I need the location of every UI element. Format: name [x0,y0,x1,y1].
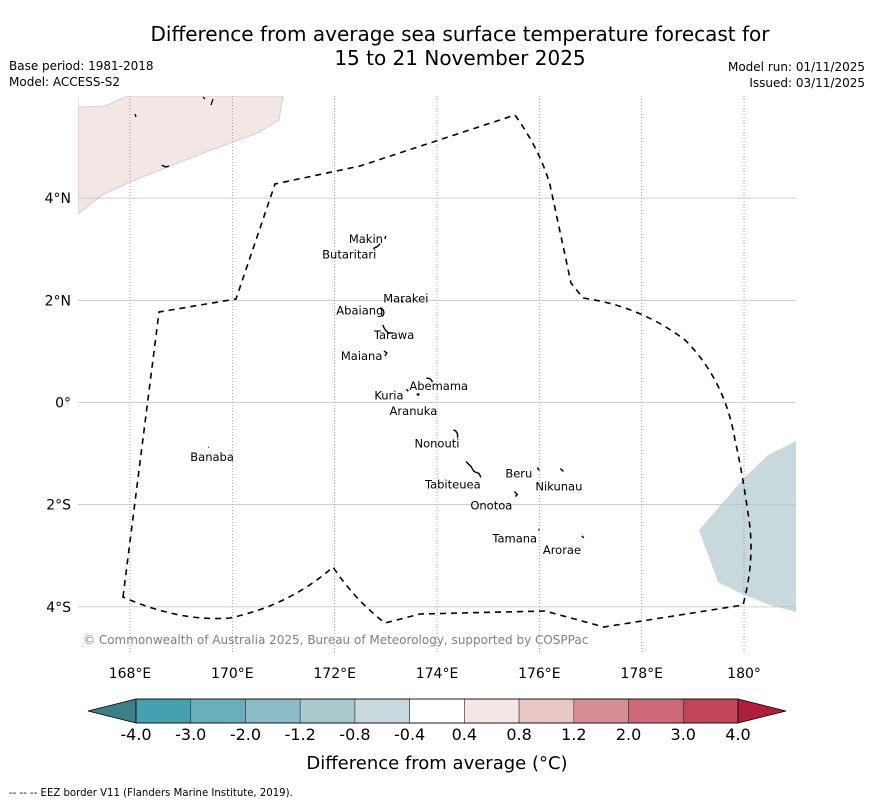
colorbar-segment [135,698,192,724]
colorbar-segment [354,698,410,724]
model-run: Model run: 01/11/2025 [727,60,865,74]
colorbar-segment [682,698,739,724]
island-tamana-shape [537,528,540,531]
island-beru-shape [536,467,540,471]
cool-anomaly-region [699,441,796,612]
colorbar-tick-label: 0.8 [506,725,531,744]
island-onotoa-shape [513,491,519,497]
island-butaritari-shape [372,243,381,250]
colorbar-title: Difference from average (°C) [306,753,567,774]
island-nonouti-shape [453,429,459,438]
colorbar-over-arrow [737,698,787,724]
colorbar-tick-label: 0.4 [452,725,477,744]
lon-tick-label: 172°E [313,666,356,682]
colorbar-under-arrow [87,698,137,724]
island-kuria-shape [405,388,409,392]
island-label-onotoa: Onotoa [470,499,512,513]
warm-anomaly-region [78,96,284,215]
colorbar-segment [190,698,246,724]
island-arorae-shape [581,535,585,539]
island-label-aranuka: Aranuka [390,404,438,418]
colorbar-outline [135,698,739,724]
lat-tick-label: 4°N [45,191,71,207]
island-label-marakei: Marakei [383,291,428,305]
island-label-nikunau: Nikunau [535,479,582,493]
lon-tick-label: 176°E [518,666,561,682]
lat-tick-label: 2°N [45,293,71,309]
lat-tick-label: 4°S [46,600,71,616]
page-title: Difference from average sea surface temp… [0,22,873,70]
colorbar-tick-label: -0.4 [394,725,425,744]
eez-footnote: -- -- -- EEZ border V11 (Flanders Marine… [9,786,293,799]
lon-tick-label: 168°E [109,666,152,682]
colorbar-segment [299,698,356,724]
colorbar-segment [573,698,629,724]
colorbar-tick-label: 3.0 [671,725,696,744]
lat-tick-label: 2°S [46,498,71,514]
lat-tick-label: 0° [55,396,71,412]
colorbar: -4.0 -3.0 -2.0 -1.2 -0.8 -0.4 0.4 0.8 1.2 2.0 3.0 4… [87,698,787,744]
colorbar-tick-label: 2.0 [616,725,641,744]
axis-ticks: 168°E 170°E 172°E 174°E 176°E 178°E 180° 4°N 2°N… [45,191,761,682]
island-label-tamana: Tamana [491,531,537,545]
colorbar-tick-label: -2.0 [230,725,261,744]
title-line-1: Difference from average sea surface temp… [150,22,770,46]
model-name: Model: ACCESS-S2 [9,75,121,89]
gridlines [78,96,796,652]
island-label-arorae: Arorae [543,543,581,557]
colorbar-tick-label: -0.8 [339,725,370,744]
island-makin-shape [384,235,387,240]
island-label-makin: Makin [349,232,383,246]
island-marakei-shape [400,299,404,303]
colorbar-tick-label: -3.0 [175,725,206,744]
colorbar-segment [245,698,301,724]
island-label-maiana: Maiana [341,349,383,363]
colorbar-segment [628,698,684,724]
colorbar-tick-label: 1.2 [561,725,586,744]
base-period: Base period: 1981-2018 [9,59,154,73]
island-label-tarawa: Tarawa [373,328,414,342]
island-label-tabiteuea: Tabiteuea [424,477,481,491]
meta-right: Model run: 01/11/2025 Issued: 03/11/2025 [728,59,865,91]
island-maiana-shape [383,350,388,357]
island-abaiang-shape [379,306,385,317]
island-label-banaba: Banaba [190,450,234,464]
island-nikunau-shape [559,467,564,472]
island-label-abemama: Abemama [409,379,468,393]
island-tarawa-shape [382,324,393,334]
colorbar-segment [518,698,575,724]
lon-tick-label: 170°E [211,666,254,682]
island-label-butaritari: Butaritari [322,248,376,262]
lon-tick-label: 180° [727,666,761,682]
lon-tick-label: 174°E [416,666,459,682]
island-label-abaiang: Abaiang [336,304,383,318]
island-label-nonouti: Nonouti [414,437,459,451]
colorbar-segment [464,698,520,724]
meta-left: Base period: 1981-2018 Model: ACCESS-S2 [9,58,154,90]
lon-tick-label: 178°E [620,666,663,682]
title-line-2: 15 to 21 November 2025 [334,46,586,70]
eez-border [122,114,752,628]
island-label-beru: Beru [505,466,532,480]
island-banaba-shape [207,446,210,448]
island-tabiteuea-shape [465,460,482,478]
colorbar-tick-label: -4.0 [120,725,151,744]
colorbar-tick-label: 4.0 [725,725,750,744]
island-abemama-shape [426,377,434,383]
land-marks [134,96,214,168]
island-label-kuria: Kuria [374,388,403,402]
colorbar-tick-label: -1.2 [285,725,316,744]
island-aranuka-shape [416,392,420,396]
colorbar-segment [409,698,465,724]
copyright-text: © Commonwealth of Australia 2025, Bureau… [83,633,588,647]
issued-date: Issued: 03/11/2025 [749,76,865,90]
